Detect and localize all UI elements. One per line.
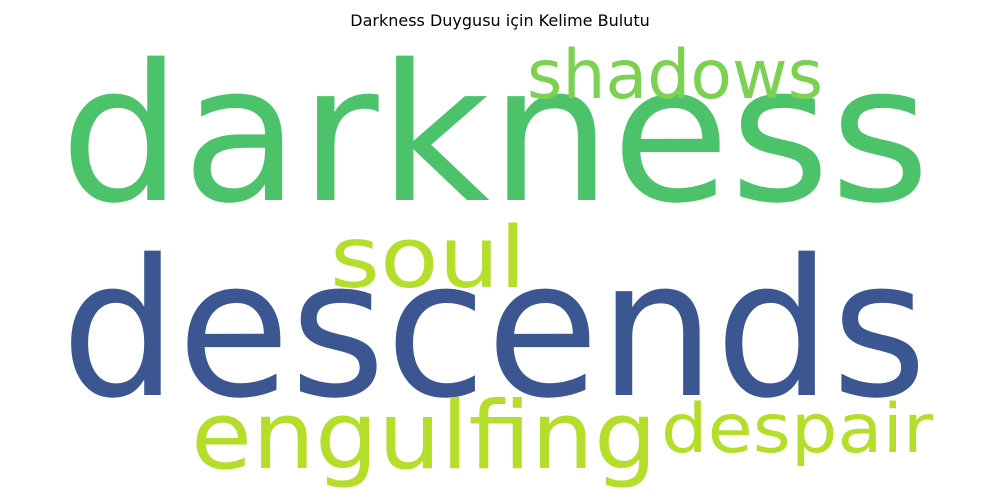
word-engulfing: engulfing [191,382,657,491]
word-despair: despair [661,390,933,469]
chart-title: Darkness Duygusu için Kelime Bulutu [350,11,650,30]
word-descends: descends [61,219,927,440]
word-darkness: darkness [60,24,930,245]
word-soul: soul [330,209,526,308]
word-shadows: shadows [527,36,823,115]
